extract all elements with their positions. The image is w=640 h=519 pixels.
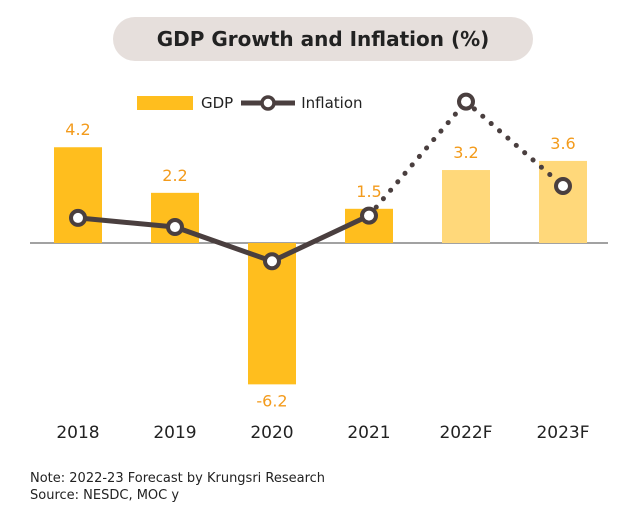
inflation-segment-2018-2019 (75, 215, 178, 230)
legend-inflation-swatch (241, 95, 296, 111)
legend-gdp-swatch (137, 96, 193, 110)
x-tick-label-2023F: 2023F (536, 423, 589, 443)
inflation-point-2022F (457, 92, 475, 111)
legend: GDP Inflation (137, 92, 369, 114)
x-tick-label-2020: 2020 (250, 423, 293, 443)
chart-title: GDP Growth and Inflation (%) (113, 17, 533, 61)
legend-inflation-label: Inflation (301, 94, 363, 112)
gdp-value-label-2018: 4.2 (65, 120, 90, 139)
x-tick-label-2022F: 2022F (439, 423, 492, 443)
inflation-point-2019 (166, 218, 184, 237)
inflation-point-2023F (554, 177, 572, 195)
inflation-segment-2020-2021 (269, 213, 372, 264)
note-text: Note: 2022-23 Forecast by Krungsri Resea… (30, 471, 326, 486)
gdp-value-label-2022F: 3.2 (453, 143, 478, 162)
x-tick-label-2019: 2019 (153, 423, 196, 443)
legend-gdp-label: GDP (201, 94, 234, 112)
chart-title-text: GDP Growth and Inflation (%) (156, 27, 490, 51)
source-text: Source: NESDC, MOC y (30, 488, 180, 503)
inflation-point-2021 (360, 206, 378, 225)
gdp-bar-2023F (539, 160, 587, 243)
inflation-point-2018 (69, 208, 87, 227)
gdp-bar-2018 (54, 147, 102, 243)
chart-notes: Note: 2022-23 Forecast by Krungsri Resea… (30, 470, 325, 504)
gdp-value-label-2020: -6.2 (256, 391, 287, 410)
inflation-segment-2022F-2023F (463, 99, 566, 189)
inflation-point-2020 (263, 252, 281, 271)
gdp-value-label-2021: 1.5 (356, 182, 381, 201)
x-tick-label-2021: 2021 (347, 423, 390, 443)
inflation-segment-2019-2020 (172, 224, 275, 264)
gdp-value-label-2023F: 3.6 (550, 134, 575, 153)
x-tick-label-2018: 2018 (56, 423, 99, 443)
gdp-bar-2022F (442, 170, 490, 243)
gdp-value-label-2019: 2.2 (162, 166, 187, 185)
